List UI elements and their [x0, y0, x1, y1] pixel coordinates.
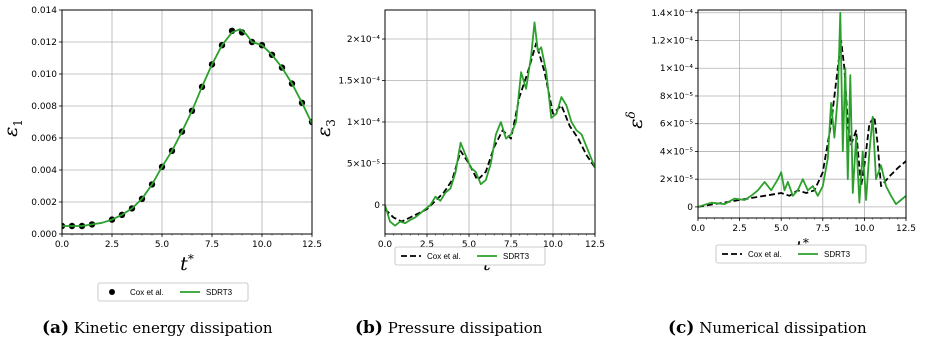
plot-area	[385, 21, 595, 227]
y-tick-label: 0.004	[31, 166, 57, 176]
caption-c: (c) Numerical dissipation	[668, 318, 867, 338]
x-tick-label: 2.5	[732, 224, 746, 234]
legend-box	[715, 244, 867, 264]
y-tick-label: 2×10⁻⁵	[660, 175, 693, 185]
legend-box	[394, 246, 546, 266]
chart-panel-1: 0.0 2.5 5.0 7.5 10.0 12.5 0.000 0.002 0.004 0.006…	[0, 6, 322, 302]
x-tick-label: 0.0	[55, 240, 70, 250]
chart-panel-2: 0.0 2.5 5.0 7.5 10.0 12.5 0 5×10⁻⁵ 1×10⁻⁴ 1.5×10⁻…	[313, 9, 605, 275]
legend-label-sdrt3: SDRT3	[206, 288, 233, 297]
legend-label-sdrt3: SDRT3	[503, 252, 530, 261]
caption-b-letter: (b)	[355, 318, 383, 338]
y-axis-label: εδ	[624, 111, 647, 128]
x-tick-label: 12.5	[302, 240, 322, 250]
legend: Cox et al. SDRT3	[715, 244, 867, 264]
legend-label-cox: Cox et al.	[427, 252, 461, 261]
axes-frame	[697, 9, 907, 219]
y-tick-label: 0.012	[31, 38, 57, 48]
y-tick-label: 0.008	[31, 102, 57, 112]
y-tick-label: 0	[687, 203, 693, 213]
plot-area	[62, 27, 312, 230]
x-tick-label: 12.5	[585, 240, 605, 250]
caption-a: (a) Kinetic energy dissipation	[42, 318, 273, 338]
caption-c-text: Numerical dissipation	[699, 319, 867, 337]
series-line-cox	[385, 42, 595, 223]
legend-box	[97, 282, 249, 302]
x-tick-label: 5.0	[774, 224, 789, 234]
y-tick-label: 6×10⁻⁵	[660, 120, 693, 130]
x-tick-label: 2.5	[420, 240, 434, 250]
legend: Cox et al. SDRT3	[394, 246, 546, 266]
x-tick-label: 5.0	[155, 240, 170, 250]
y-tick-label: 1.5×10⁻⁴	[338, 77, 380, 87]
y-tick-label: 0.002	[31, 198, 57, 208]
data-point-cox	[238, 29, 246, 36]
y-tick-label: 4×10⁻⁵	[660, 147, 693, 157]
x-tick-label: 0.0	[691, 224, 706, 234]
caption-a-letter: (a)	[42, 318, 70, 338]
x-tick-label: 7.5	[205, 240, 219, 250]
caption-c-letter: (c)	[668, 318, 695, 338]
y-tick-label: 1.4×10⁻⁴	[651, 9, 693, 19]
x-tick-label: 2.5	[105, 240, 119, 250]
series-line-sdrt3	[698, 11, 906, 208]
series-line-sdrt3	[62, 28, 312, 227]
x-tick-label: 0.0	[378, 240, 393, 250]
legend-label-cox: Cox et al.	[748, 250, 782, 259]
y-tick-label: 0.010	[31, 70, 57, 80]
x-tick-label: 10.0	[252, 240, 272, 250]
y-tick-label: 8×10⁻⁵	[660, 92, 693, 102]
x-tick-label: 5.0	[462, 240, 477, 250]
chart-panel-3: 0.0 2.5 5.0 7.5 10.0 12.5 0 2×10⁻⁵ 4×10⁻⁵ 6×10⁻⁵ 8…	[624, 9, 916, 264]
x-tick-label: 10.0	[854, 224, 874, 234]
x-tick-label: 10.0	[543, 240, 563, 250]
plot-area	[698, 11, 906, 208]
x-tick-label: 12.5	[896, 224, 916, 234]
caption-a-text: Kinetic energy dissipation	[73, 319, 273, 337]
y-tick-label: 0	[374, 201, 380, 211]
axes-frame	[384, 9, 596, 235]
y-tick-label: 1×10⁻⁴	[660, 64, 693, 74]
x-tick-label: 7.5	[504, 240, 518, 250]
caption-b: (b) Pressure dissipation	[355, 318, 542, 338]
y-axis-label: ε1	[0, 119, 25, 137]
legend-label-sdrt3: SDRT3	[824, 250, 851, 259]
y-tick-label: 0.000	[31, 230, 57, 240]
y-tick-label: 0.006	[31, 134, 57, 144]
y-tick-label: 0.014	[31, 6, 57, 16]
legend: Cox et al. SDRT3	[97, 282, 249, 302]
y-tick-label: 1×10⁻⁴	[347, 118, 380, 128]
legend-label-cox: Cox et al.	[130, 288, 164, 297]
caption-b-text: Pressure dissipation	[387, 319, 543, 337]
y-tick-label: 5×10⁻⁵	[347, 159, 380, 169]
axes-frame	[61, 9, 313, 235]
x-tick-label: 7.5	[816, 224, 830, 234]
y-tick-label: 1.2×10⁻⁴	[651, 37, 693, 47]
y-axis-label: ε3	[313, 119, 338, 137]
series-line-sdrt3	[385, 21, 595, 227]
legend-marker-cox	[109, 289, 115, 295]
x-axis-label: t*	[180, 252, 194, 275]
y-tick-label: 2×10⁻⁴	[347, 35, 380, 45]
